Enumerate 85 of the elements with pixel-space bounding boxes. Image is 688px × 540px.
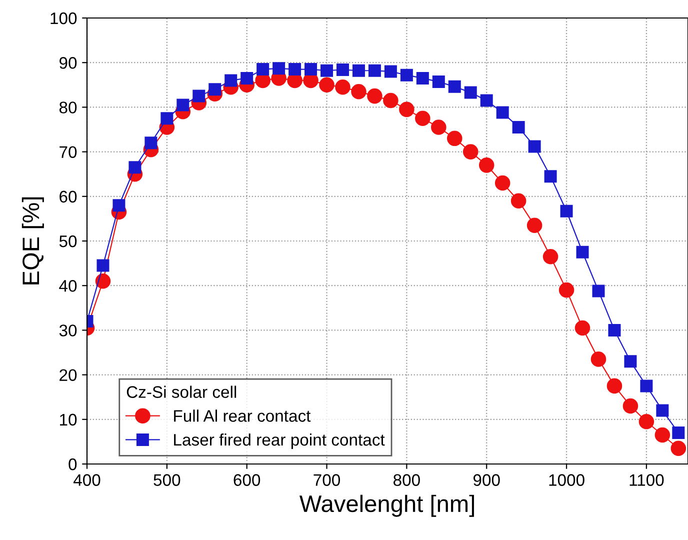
point bbox=[526, 218, 542, 234]
point bbox=[670, 440, 686, 456]
point bbox=[192, 90, 206, 102]
point bbox=[400, 68, 413, 82]
y-tick-label: 100 bbox=[50, 12, 77, 24]
point bbox=[608, 324, 621, 336]
point bbox=[320, 64, 334, 77]
y-tick-label: 20 bbox=[60, 369, 77, 382]
point bbox=[654, 427, 670, 443]
x-tick-label: 700 bbox=[314, 474, 340, 486]
point bbox=[383, 92, 398, 108]
point bbox=[496, 106, 509, 119]
y-tick-label: 90 bbox=[60, 57, 77, 69]
point bbox=[304, 63, 318, 76]
point bbox=[384, 65, 397, 78]
y-axis-title: EQE [%] bbox=[22, 197, 44, 284]
point bbox=[336, 63, 349, 76]
point bbox=[592, 284, 605, 298]
point bbox=[128, 161, 142, 174]
point bbox=[480, 94, 493, 107]
point bbox=[176, 98, 190, 112]
point bbox=[544, 170, 557, 183]
point bbox=[368, 64, 381, 77]
x-tick-label: 1100 bbox=[630, 474, 664, 486]
point bbox=[319, 77, 334, 93]
x-tick-label: 600 bbox=[234, 474, 260, 486]
point bbox=[288, 63, 302, 76]
legend-title: Cz-Si solar cell bbox=[126, 386, 236, 398]
legend-label: Laser fired rear point contact bbox=[174, 433, 385, 449]
point bbox=[160, 112, 174, 125]
point bbox=[560, 204, 573, 218]
point bbox=[656, 404, 669, 417]
point bbox=[335, 79, 350, 95]
point bbox=[272, 62, 286, 75]
point bbox=[416, 72, 429, 84]
x-tick-label: 900 bbox=[473, 474, 500, 486]
y-tick-label: 70 bbox=[60, 146, 77, 158]
point bbox=[574, 320, 590, 336]
point bbox=[512, 121, 525, 134]
point bbox=[590, 352, 606, 367]
point bbox=[576, 246, 589, 258]
point bbox=[640, 380, 653, 392]
point bbox=[240, 72, 254, 84]
point bbox=[624, 355, 637, 368]
point bbox=[638, 414, 654, 430]
point bbox=[446, 130, 462, 146]
x-tick-label: 1000 bbox=[549, 474, 584, 486]
point bbox=[256, 63, 270, 76]
point bbox=[464, 86, 477, 99]
point bbox=[112, 199, 126, 212]
legend-label: Full Al rear contact bbox=[174, 410, 311, 422]
point bbox=[606, 378, 622, 394]
x-tick-label: 800 bbox=[394, 474, 420, 486]
point bbox=[415, 110, 430, 126]
x-axis-title: Wavelenght [nm] bbox=[299, 494, 474, 517]
y-tick-label: 60 bbox=[60, 190, 77, 203]
y-tick-label: 30 bbox=[59, 324, 77, 336]
y-tick-label: 80 bbox=[59, 102, 77, 114]
point bbox=[542, 248, 558, 264]
point bbox=[448, 80, 461, 93]
point bbox=[352, 64, 365, 77]
point bbox=[478, 158, 494, 173]
x-tick-label: 400 bbox=[73, 474, 100, 486]
point bbox=[432, 76, 445, 88]
point bbox=[431, 120, 446, 135]
point bbox=[622, 398, 638, 414]
point bbox=[672, 426, 685, 440]
point bbox=[208, 83, 222, 96]
point bbox=[528, 140, 541, 153]
y-tick-label: 40 bbox=[59, 280, 77, 292]
point bbox=[510, 193, 526, 208]
point bbox=[224, 74, 238, 87]
point bbox=[95, 274, 111, 289]
y-tick-label: 50 bbox=[59, 235, 77, 248]
point bbox=[96, 259, 110, 272]
point bbox=[399, 102, 414, 118]
y-tick-label: 10 bbox=[60, 414, 77, 426]
point bbox=[351, 84, 366, 100]
point bbox=[558, 282, 574, 298]
x-tick-label: 500 bbox=[154, 474, 180, 486]
point bbox=[367, 88, 382, 104]
point bbox=[144, 136, 158, 150]
point bbox=[462, 144, 478, 160]
y-tick-label: 0 bbox=[68, 458, 77, 470]
point bbox=[494, 175, 510, 191]
